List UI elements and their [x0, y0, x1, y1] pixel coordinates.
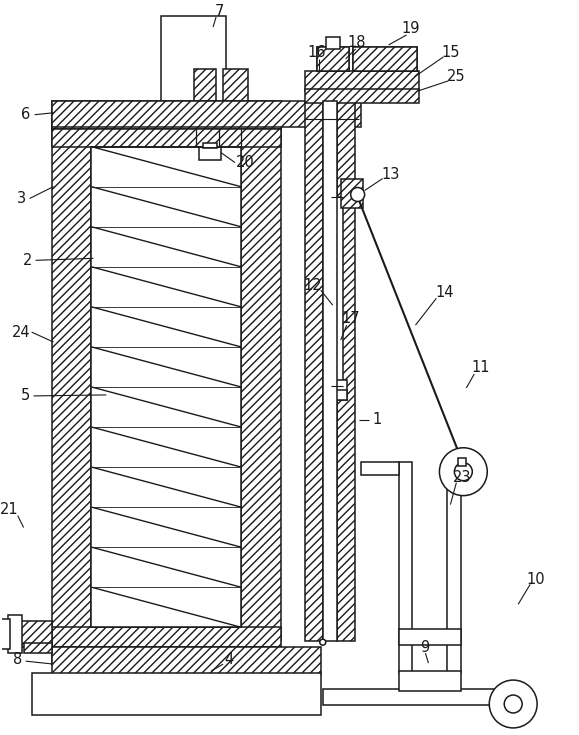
- Text: 21: 21: [1, 502, 19, 517]
- Text: 25: 25: [447, 69, 466, 85]
- Text: 15: 15: [441, 46, 460, 60]
- Text: 8: 8: [13, 652, 22, 667]
- Bar: [340, 179, 362, 209]
- Bar: [331, 196, 343, 386]
- Text: 1: 1: [372, 412, 381, 427]
- Bar: [448, 462, 461, 673]
- Bar: [91, 147, 241, 627]
- Text: 23: 23: [453, 470, 471, 485]
- Bar: [52, 101, 281, 129]
- Bar: [52, 627, 281, 655]
- Bar: [203, 143, 217, 148]
- Text: 5: 5: [21, 388, 30, 404]
- Text: 16: 16: [307, 46, 326, 60]
- Text: 6: 6: [21, 107, 30, 122]
- Bar: [398, 462, 412, 673]
- Bar: [161, 16, 226, 101]
- Bar: [32, 673, 321, 715]
- Bar: [361, 462, 398, 475]
- Circle shape: [351, 187, 365, 201]
- Bar: [199, 147, 221, 159]
- Text: 18: 18: [347, 35, 366, 51]
- Bar: [241, 119, 281, 641]
- Bar: [398, 629, 461, 645]
- Bar: [223, 69, 248, 101]
- Text: 14: 14: [435, 284, 454, 300]
- Bar: [305, 101, 323, 641]
- Bar: [8, 615, 21, 653]
- Bar: [20, 621, 52, 648]
- Bar: [323, 689, 512, 705]
- Circle shape: [320, 639, 326, 645]
- Bar: [353, 47, 417, 71]
- Bar: [317, 47, 349, 71]
- Bar: [317, 47, 349, 71]
- Bar: [52, 648, 321, 675]
- Circle shape: [504, 695, 522, 713]
- Bar: [337, 101, 355, 641]
- Text: 7: 7: [214, 4, 223, 18]
- Bar: [52, 101, 361, 126]
- Circle shape: [456, 456, 468, 467]
- Bar: [52, 648, 281, 665]
- Bar: [0, 620, 10, 649]
- Bar: [305, 71, 419, 91]
- Bar: [194, 69, 216, 101]
- Circle shape: [489, 680, 537, 728]
- Text: 13: 13: [382, 167, 400, 182]
- Circle shape: [439, 448, 488, 495]
- Text: 12: 12: [303, 278, 322, 293]
- Bar: [52, 129, 281, 147]
- Text: 4: 4: [225, 652, 234, 667]
- Bar: [327, 380, 347, 400]
- Bar: [445, 462, 481, 473]
- Bar: [305, 89, 419, 103]
- Bar: [24, 643, 52, 653]
- Bar: [52, 119, 91, 641]
- Bar: [398, 671, 461, 691]
- Text: 24: 24: [12, 325, 31, 340]
- Text: 9: 9: [420, 639, 429, 655]
- Bar: [459, 458, 466, 466]
- Circle shape: [455, 463, 472, 481]
- Text: 10: 10: [527, 572, 545, 587]
- Text: 19: 19: [401, 21, 420, 37]
- Bar: [323, 101, 337, 641]
- Text: 2: 2: [23, 253, 32, 268]
- Text: 17: 17: [342, 311, 360, 326]
- Text: 11: 11: [471, 360, 489, 376]
- Text: 3: 3: [17, 191, 26, 206]
- Text: 20: 20: [236, 155, 254, 170]
- Bar: [326, 37, 340, 49]
- Bar: [327, 390, 347, 400]
- Bar: [353, 47, 417, 71]
